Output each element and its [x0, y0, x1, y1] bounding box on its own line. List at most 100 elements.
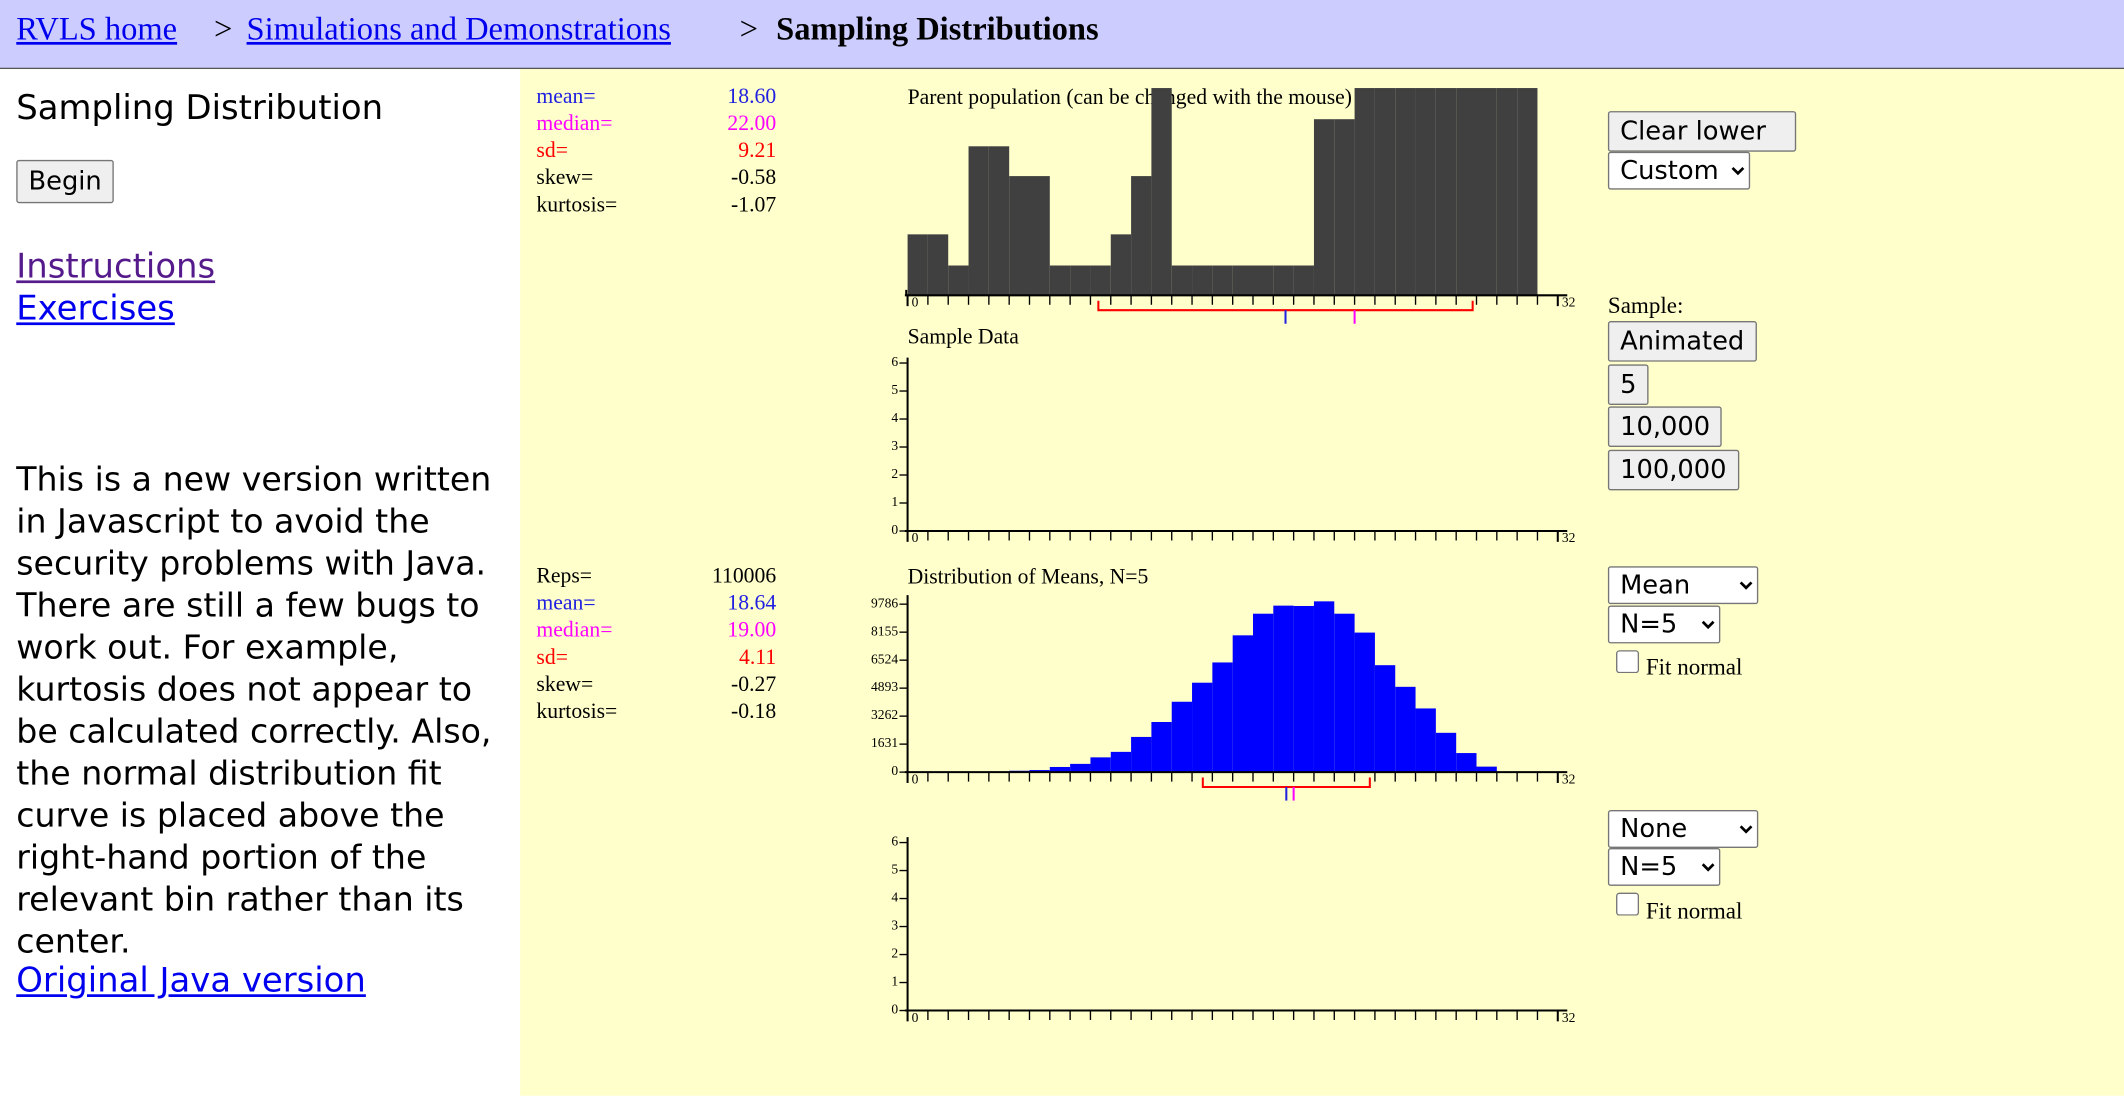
histogram-bar — [1517, 88, 1538, 296]
histogram-bar — [1212, 265, 1233, 296]
y-tick-label: 0 — [891, 763, 898, 778]
histogram-bar — [1131, 736, 1152, 773]
histogram-bar — [1395, 88, 1416, 296]
x-tick-label: 0 — [912, 530, 919, 545]
sample-button[interactable]: Animated — [1607, 321, 1757, 362]
sd-bracket — [1097, 300, 1474, 312]
fit-checkbox[interactable] — [1616, 650, 1640, 674]
stat-label: sd= — [536, 646, 568, 670]
stat-value: 19.00 — [727, 619, 777, 643]
y-tick-label: 4 — [891, 410, 898, 425]
sample-button[interactable]: 10,000 — [1607, 406, 1723, 448]
fit-label: Fit normal — [1645, 898, 1743, 924]
exercises-link[interactable]: Exercises — [16, 288, 175, 328]
histogram-bar — [968, 146, 989, 296]
histogram-bar — [1009, 176, 1030, 296]
histogram-bar — [1334, 119, 1355, 296]
stat-value: 110006 — [711, 564, 777, 588]
histogram-bar — [1049, 265, 1071, 296]
histogram-bar — [1456, 88, 1477, 296]
histogram-bar — [1192, 682, 1213, 773]
stat-label: skew= — [536, 166, 594, 190]
breadcrumb-link[interactable]: RVLS home — [16, 12, 178, 48]
charts: Parent population (can be changed with t… — [871, 85, 1576, 1025]
y-tick-label: 5 — [891, 382, 898, 397]
breadcrumb-separator: > — [214, 12, 233, 48]
chart-title: Parent population (can be changed with t… — [908, 85, 1352, 109]
parent-select[interactable]: Custom — [1607, 151, 1751, 190]
y-tick-label: 3 — [891, 918, 898, 933]
x-tick-label: 32 — [1562, 1010, 1576, 1025]
histogram-bar — [1070, 265, 1091, 296]
stat-value: 18.64 — [727, 591, 777, 615]
histogram-bar — [1151, 722, 1172, 773]
histogram-bar — [1374, 88, 1396, 296]
histogram-bar — [1476, 88, 1497, 296]
stat-value: -0.27 — [731, 673, 777, 697]
clear-button[interactable]: Clear lower 3 — [1607, 111, 1797, 184]
histogram-bar — [948, 265, 969, 296]
y-tick-label: 6524 — [871, 651, 898, 666]
y-tick-label: 2 — [891, 946, 898, 961]
stat-label: skew= — [536, 673, 594, 697]
histogram-bar — [1435, 88, 1457, 296]
histogram-bar — [1070, 763, 1091, 773]
y-tick-label: 6 — [891, 834, 898, 849]
histogram-bar — [1212, 662, 1233, 773]
breadcrumb-bar: RVLS home > Simulations and Demonstratio… — [0, 0, 2124, 70]
statistic-select[interactable]: Mean — [1607, 566, 1759, 605]
histogram-bar — [1232, 265, 1253, 296]
histogram-bar — [1029, 176, 1050, 296]
sample-button[interactable]: 100,000 — [1607, 449, 1739, 491]
fit-checkbox[interactable] — [1616, 892, 1640, 916]
histogram-bar — [1435, 732, 1457, 773]
histogram-bar — [1090, 757, 1111, 773]
breadcrumb-separator: > — [739, 12, 758, 48]
histogram-bar — [1293, 265, 1314, 296]
sample-button[interactable]: 5 — [1607, 364, 1649, 406]
y-tick-label: 6 — [891, 354, 898, 369]
y-tick-label: 3262 — [871, 707, 898, 722]
n-select[interactable]: N=5 — [1607, 605, 1721, 644]
statistic-select[interactable]: None — [1607, 810, 1759, 848]
y-tick-label: 5 — [891, 862, 898, 877]
x-tick-label: 0 — [912, 1010, 919, 1025]
histogram-bar — [1334, 613, 1355, 773]
sidebar-title: Sampling Distribution — [16, 88, 384, 128]
histogram-bar — [1273, 605, 1294, 773]
histogram-bar — [1313, 119, 1335, 296]
histogram-bar — [1415, 708, 1436, 773]
histogram-bar — [988, 146, 1010, 296]
stat-value: 22.00 — [727, 112, 777, 136]
stat-value: 9.21 — [738, 139, 777, 163]
simulation-area: Parent population (can be changed with t… — [520, 69, 2124, 1096]
y-tick-label: 8155 — [871, 623, 898, 638]
y-tick-label: 2 — [891, 466, 898, 481]
histogram-bar — [1110, 234, 1132, 296]
stat-label: kurtosis= — [536, 193, 618, 217]
stat-label: median= — [536, 112, 613, 136]
fit-label: Fit normal — [1645, 654, 1743, 681]
histogram-bar — [1374, 665, 1396, 773]
histogram-bar — [1313, 601, 1335, 773]
x-tick-label: 32 — [1562, 771, 1576, 786]
stat-label: Reps= — [536, 564, 592, 588]
instructions-link[interactable]: Instructions — [16, 246, 216, 286]
histogram-bar — [1049, 766, 1071, 773]
x-tick-label: 32 — [1562, 295, 1576, 310]
histogram-bar — [1456, 753, 1477, 773]
x-tick-label: 32 — [1562, 530, 1576, 545]
y-tick-label: 1631 — [871, 735, 898, 750]
original-link[interactable]: Original Java version — [16, 960, 366, 1000]
chart-title: Distribution of Means, N=5 — [908, 564, 1149, 588]
histogram-bar — [1151, 88, 1172, 296]
histogram-bar — [1232, 635, 1253, 773]
sidebar: Sampling Distribution Begin Instructions… — [0, 69, 521, 1096]
begin-button[interactable]: Begin — [16, 159, 114, 204]
breadcrumb-link[interactable]: Simulations and Demonstrations — [246, 12, 671, 48]
y-tick-label: 4893 — [871, 679, 898, 694]
x-tick-label: 0 — [912, 771, 919, 786]
stat-label: median= — [536, 619, 613, 643]
n-select[interactable]: N=5 — [1607, 847, 1721, 886]
y-tick-label: 4 — [891, 890, 898, 905]
